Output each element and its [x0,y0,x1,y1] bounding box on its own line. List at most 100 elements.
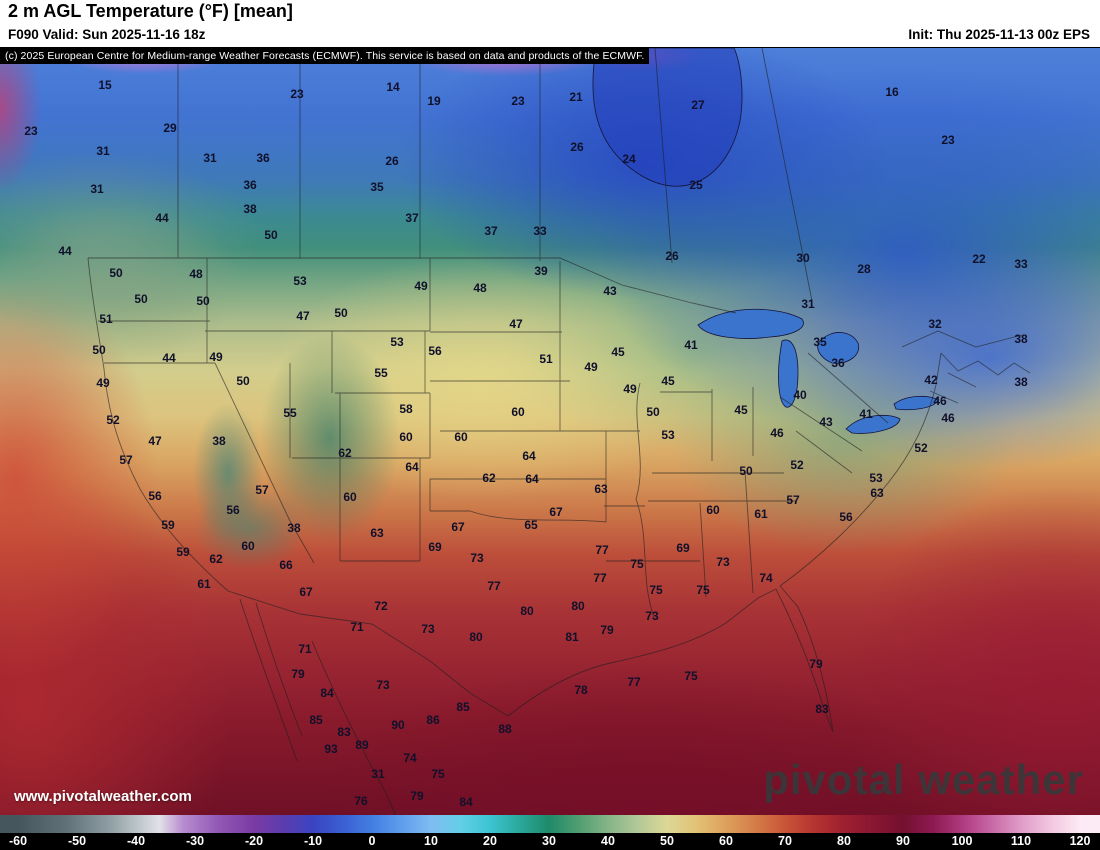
colorbar-tick-label: 40 [601,834,615,848]
temp-label: 36 [831,356,845,370]
temp-label: 31 [371,767,385,781]
temp-label: 51 [99,312,113,326]
temp-label: 80 [469,630,483,644]
temp-label: 61 [754,507,768,521]
temp-label: 71 [350,620,364,634]
temp-label: 60 [454,430,468,444]
temp-label: 60 [706,503,720,517]
colorbar-tick-label: 10 [424,834,438,848]
temp-label: 47 [148,434,162,448]
temp-label: 67 [299,585,313,599]
temp-label: 26 [665,249,679,263]
temp-label: 23 [511,94,525,108]
temp-label: 30 [796,251,810,265]
temp-label: 36 [256,151,270,165]
temp-label: 51 [539,352,553,366]
copyright-bar: (c) 2025 European Centre for Medium-rang… [0,48,650,64]
colorbar-tick-label: 80 [837,834,851,848]
temp-label: 74 [403,751,417,765]
temp-label: 79 [809,657,823,671]
temp-label: 62 [482,471,496,485]
temp-label: 31 [801,297,815,311]
temp-label: 53 [869,471,883,485]
temp-label: 73 [645,609,659,623]
temp-label: 38 [1014,332,1028,346]
temp-label: 38 [243,202,257,216]
temp-label: 14 [386,80,400,94]
temp-label: 44 [155,211,169,225]
temp-label: 63 [370,526,384,540]
temp-label: 86 [426,713,440,727]
temp-label: 45 [611,345,625,359]
temp-label: 59 [161,518,175,532]
temp-label: 55 [374,366,388,380]
temp-label: 64 [525,472,539,486]
colorbar-gradient [0,815,1100,833]
temp-label: 72 [374,599,388,613]
temp-labels-layer: 15 23 14 19 23 21 27 16 23 29 23 31 31 36 26 26 24 31 36 35… [0,48,1100,816]
temp-label: 25 [689,178,703,192]
temp-label: 66 [279,558,293,572]
temp-label: 35 [370,180,384,194]
temp-label: 53 [293,274,307,288]
boundary-lines [87,48,1031,816]
temp-label: 19 [427,94,441,108]
colorbar-tick-label: 120 [1069,834,1091,848]
temp-label: 75 [696,583,710,597]
temp-label: 45 [661,374,675,388]
colorbar: -60 -50 -40 -30 -20 -10 0 10 20 30 40 50 60 70 80 90 100… [0,815,1100,850]
temp-label: 64 [522,449,536,463]
temp-label: 76 [354,794,368,808]
temp-label: 73 [470,551,484,565]
temp-label: 38 [287,521,301,535]
temp-label: 62 [209,552,223,566]
temp-label: 85 [309,713,323,727]
colorbar-tick-label: 30 [542,834,556,848]
temp-label: 41 [684,338,698,352]
temp-label: 84 [459,795,473,809]
temp-label: 46 [770,426,784,440]
forecast-valid-time: F090 Valid: Sun 2025-11-16 18z [8,27,206,42]
temp-label: 56 [226,503,240,517]
temp-label: 50 [92,343,106,357]
temp-label: 67 [451,520,465,534]
temp-label: 63 [870,486,884,500]
temp-label: 55 [283,406,297,420]
temp-label: 49 [96,376,110,390]
temp-label: 85 [456,700,470,714]
temp-label: 56 [428,344,442,358]
temperature-map: 15 23 14 19 23 21 27 16 23 29 23 31 31 36 26 26 24 31 36 35… [0,47,1100,816]
temp-label: 50 [264,228,278,242]
temp-label: 50 [134,292,148,306]
page-title: 2 m AGL Temperature (°F) [mean] [8,1,293,21]
temp-label: 39 [534,264,548,278]
temp-label: 43 [819,415,833,429]
temp-label: 84 [320,686,334,700]
temp-label: 33 [533,224,547,238]
temp-label: 53 [390,335,404,349]
temp-label: 59 [176,545,190,559]
hudson-bay [592,48,743,187]
temp-label: 89 [355,738,369,752]
temp-label: 15 [98,78,112,92]
temp-label: 60 [511,405,525,419]
colorbar-tick-label: 0 [368,834,376,848]
temp-label: 62 [338,446,352,460]
colorbar-ticks: -60 -50 -40 -30 -20 -10 0 10 20 30 40 50 60 70 80 90 100… [0,833,1100,850]
colorbar-tick-label: 100 [951,834,973,848]
temp-label: 50 [334,306,348,320]
header: 2 m AGL Temperature (°F) [mean] F090 Val… [0,0,1100,47]
temp-label: 67 [549,505,563,519]
temp-label: 37 [484,224,498,238]
colorbar-tick-label: 60 [719,834,733,848]
temp-label: 77 [595,543,609,557]
temp-label: 44 [162,351,176,365]
temp-label: 61 [197,577,211,591]
colorbar-tick-label: 20 [483,834,497,848]
temp-label: 64 [405,460,419,474]
temp-label: 60 [343,490,357,504]
temp-label: 42 [924,373,938,387]
temp-label: 29 [163,121,177,135]
temp-label: 77 [593,571,607,585]
temp-label: 50 [646,405,660,419]
